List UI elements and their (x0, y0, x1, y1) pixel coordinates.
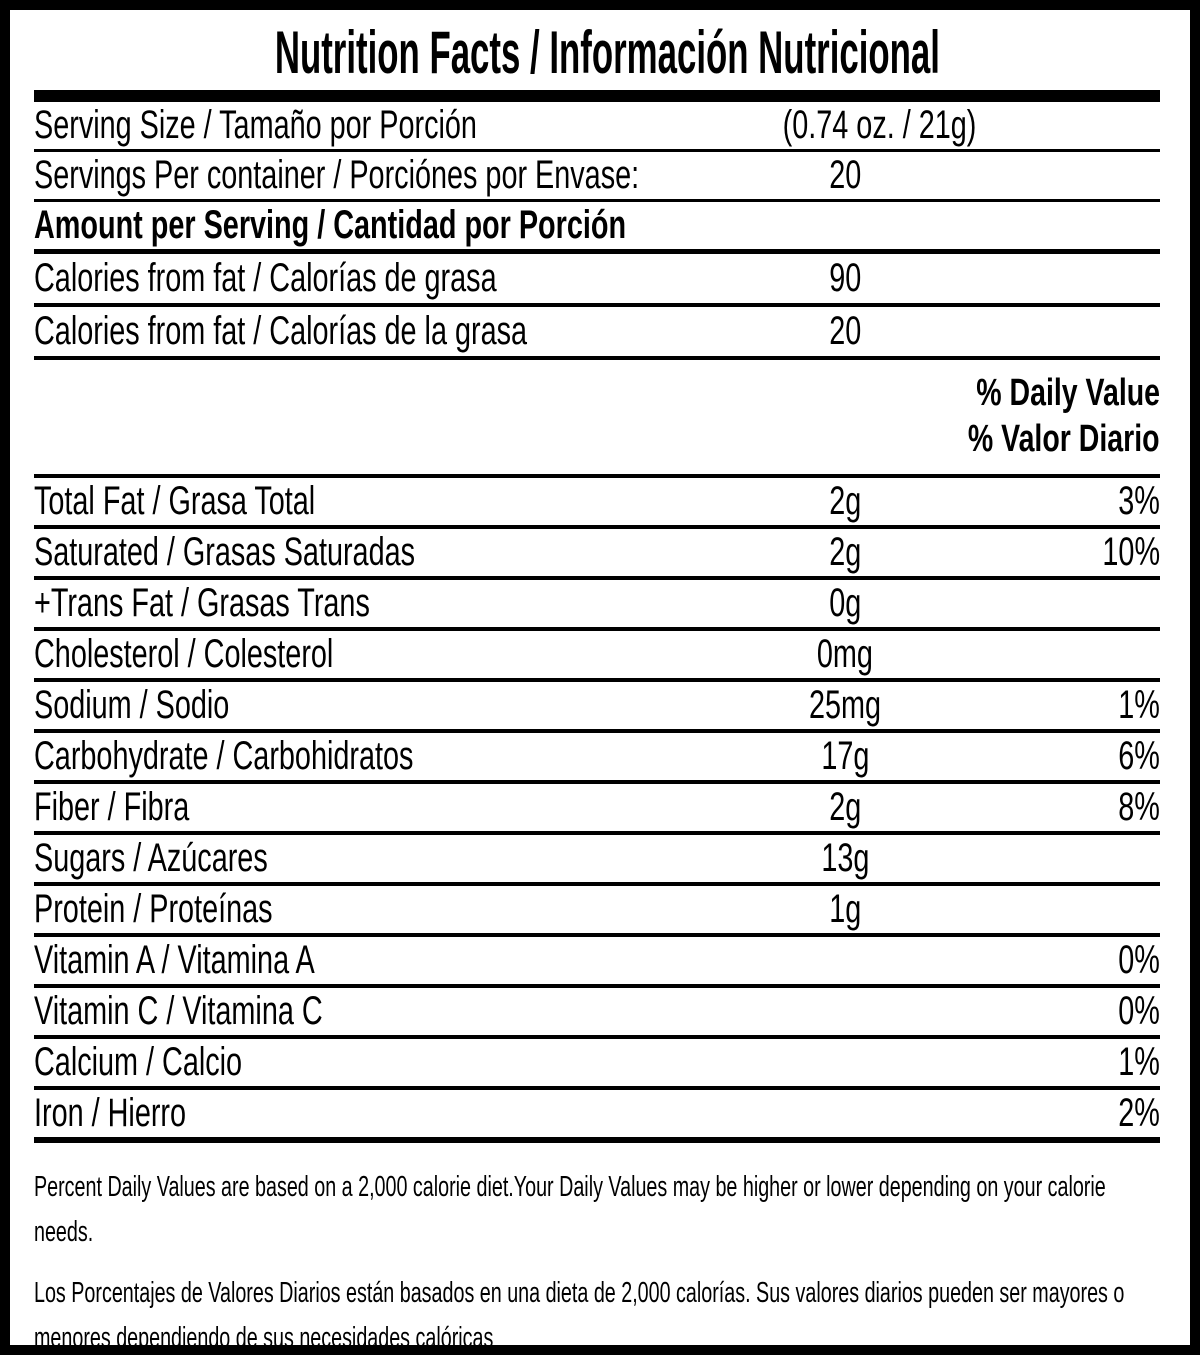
amount-per-serving-header: Amount per Serving / Cantidad por Porció… (34, 202, 1160, 254)
row-cholesterol: Cholesterol / Colesterol 0mg (34, 631, 1160, 682)
servings-per-container-label: Servings Per container / Porciónes por E… (34, 153, 640, 197)
title-divider-bar (34, 90, 1160, 102)
daily-value-header-es: % Valor Diario (968, 418, 1160, 460)
row-total-fat: Total Fat / Grasa Total 2g 3% (34, 478, 1160, 529)
servings-per-container-value: 20 (828, 153, 862, 197)
row-iron: Iron / Hierro 2% (34, 1090, 1160, 1143)
calories-row-1-value: 90 (828, 256, 862, 300)
footnote-english: Percent Daily Values are based on a 2,00… (34, 1171, 1106, 1248)
label-title: Nutrition Facts / Información Nutriciona… (34, 19, 1160, 86)
calories-from-fat-row-1: Calories from fat / Calorías de grasa 90 (34, 254, 1160, 307)
row-vitamin-a: Vitamin A / Vitamina A 0% (34, 937, 1160, 988)
serving-size-label: Serving Size / Tamaño por Porción (34, 103, 477, 147)
label-title-text: Nutrition Facts / Información Nutriciona… (274, 19, 940, 86)
serving-size-row: Serving Size / Tamaño por Porción (0.74 … (34, 102, 1160, 152)
calories-row-2-label: Calories from fat / Calorías de la grasa (34, 309, 528, 353)
row-calcium: Calcium / Calcio 1% (34, 1039, 1160, 1090)
row-vitamin-c: Vitamin C / Vitamina C 0% (34, 988, 1160, 1039)
row-fiber: Fiber / Fibra 2g 8% (34, 784, 1160, 835)
daily-value-header: % Daily Value % Valor Diario (34, 360, 1160, 478)
row-carbohydrate: Carbohydrate / Carbohidratos 17g 6% (34, 733, 1160, 784)
calories-row-1-label: Calories from fat / Calorías de grasa (34, 256, 497, 300)
row-protein: Protein / Proteínas 1g (34, 886, 1160, 937)
footnote-spanish: Los Porcentajes de Valores Diarios están… (34, 1277, 1125, 1354)
row-sugars: Sugars / Azúcares 13g (34, 835, 1160, 886)
serving-size-value: (0.74 oz. / 21g) (782, 103, 977, 147)
amount-per-serving-text: Amount per Serving / Cantidad por Porció… (34, 203, 627, 247)
row-trans-fat: +Trans Fat / Grasas Trans 0g (34, 580, 1160, 631)
footnotes: Percent Daily Values are based on a 2,00… (34, 1165, 1160, 1354)
row-sodium: Sodium / Sodio 25mg 1% (34, 682, 1160, 733)
calories-row-2-value: 20 (828, 309, 862, 353)
calories-from-fat-row-2: Calories from fat / Calorías de la grasa… (34, 307, 1160, 360)
daily-value-header-en: % Daily Value (976, 372, 1160, 414)
servings-per-container-row: Servings Per container / Porciónes por E… (34, 152, 1160, 202)
row-saturated-fat: Saturated / Grasas Saturadas 2g 10% (34, 529, 1160, 580)
